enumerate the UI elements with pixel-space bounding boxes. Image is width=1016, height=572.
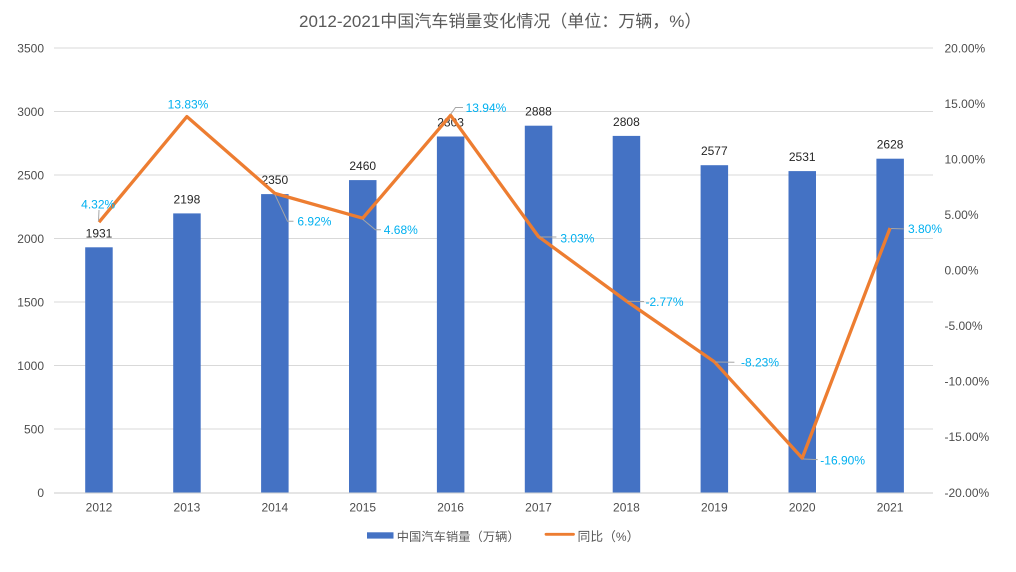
svg-text:2018: 2018 <box>613 500 640 514</box>
svg-text:0: 0 <box>37 486 44 500</box>
svg-text:3.80%: 3.80% <box>908 222 942 236</box>
svg-text:2577: 2577 <box>701 144 728 158</box>
svg-text:2016: 2016 <box>437 500 464 514</box>
svg-text:10.00%: 10.00% <box>945 152 986 166</box>
svg-text:%: % <box>669 12 684 31</box>
svg-text:3.03%: 3.03% <box>560 231 594 245</box>
svg-text:1500: 1500 <box>17 295 44 309</box>
svg-text:1000: 1000 <box>17 359 44 373</box>
svg-text:2015: 2015 <box>349 500 376 514</box>
svg-text:2012-2021: 2012-2021 <box>299 12 380 31</box>
svg-text:-20.00%: -20.00% <box>945 486 990 500</box>
svg-text:-8.23%: -8.23% <box>741 356 779 370</box>
svg-text:-15.00%: -15.00% <box>945 430 990 444</box>
svg-text:-10.00%: -10.00% <box>945 375 990 389</box>
svg-text:20.00%: 20.00% <box>945 41 986 55</box>
svg-text:2888: 2888 <box>525 105 552 119</box>
svg-text:500: 500 <box>24 422 44 436</box>
svg-text:13.94%: 13.94% <box>466 101 507 115</box>
svg-text:2628: 2628 <box>877 138 904 152</box>
svg-text:1931: 1931 <box>86 226 113 240</box>
svg-text:5.00%: 5.00% <box>945 208 979 222</box>
svg-text:3000: 3000 <box>17 105 44 119</box>
svg-text:%: % <box>616 530 627 544</box>
svg-text:2808: 2808 <box>613 115 640 129</box>
svg-text:2531: 2531 <box>789 150 816 164</box>
svg-text:2000: 2000 <box>17 232 44 246</box>
svg-text:13.83%: 13.83% <box>168 97 209 111</box>
svg-text:3500: 3500 <box>17 41 44 55</box>
svg-text:-16.90%: -16.90% <box>820 454 865 468</box>
svg-text:0.00%: 0.00% <box>945 264 979 278</box>
svg-text:2014: 2014 <box>261 500 288 514</box>
svg-text:2012: 2012 <box>86 500 113 514</box>
svg-text:4.68%: 4.68% <box>384 223 418 237</box>
svg-text:4.32%: 4.32% <box>81 197 115 211</box>
svg-text:2021: 2021 <box>877 500 904 514</box>
svg-text:2013: 2013 <box>174 500 201 514</box>
svg-text:2017: 2017 <box>525 500 552 514</box>
svg-text:-5.00%: -5.00% <box>945 319 983 333</box>
svg-text:2460: 2460 <box>349 159 376 173</box>
svg-text:15.00%: 15.00% <box>945 97 986 111</box>
svg-text:2500: 2500 <box>17 168 44 182</box>
svg-text:2198: 2198 <box>174 192 201 206</box>
svg-text:-2.77%: -2.77% <box>646 295 684 309</box>
svg-text:2020: 2020 <box>789 500 816 514</box>
svg-text:6.92%: 6.92% <box>297 215 331 229</box>
svg-text:2019: 2019 <box>701 500 728 514</box>
svg-text:2350: 2350 <box>261 173 288 187</box>
